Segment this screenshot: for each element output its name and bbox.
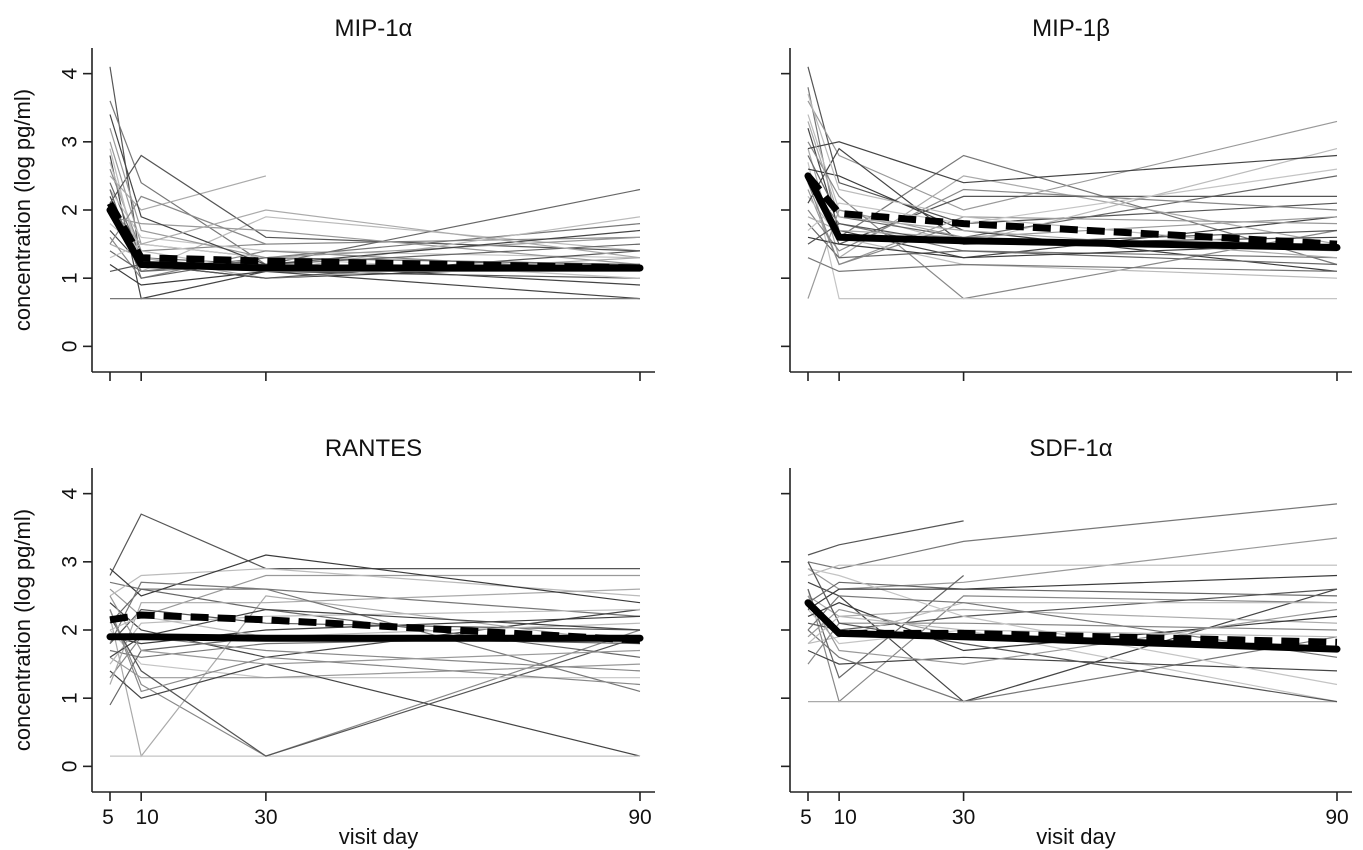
individual-profile-line: [109, 595, 641, 665]
individual-profile-line: [807, 574, 1338, 611]
individual-profile-line: [807, 568, 1338, 686]
individual-profile-line: [109, 615, 641, 638]
individual-profile-line: [807, 520, 964, 556]
individual-profile-line: [807, 100, 1338, 211]
y-tick-label: 1: [59, 692, 82, 704]
x-tick-label: 30: [254, 806, 277, 829]
individual-profile-line: [807, 602, 1337, 645]
dashed-summary-line: [106, 201, 641, 272]
individual-profile-line: [109, 141, 641, 266]
dashed-summary-line: [109, 611, 641, 644]
individual-profile-line: [109, 168, 641, 252]
individual-profile-line: [109, 554, 641, 604]
panel-title: MIP-1β: [1032, 15, 1110, 42]
individual-profile-line: [109, 66, 641, 279]
panel-title: MIP-1α: [335, 15, 413, 42]
individual-profile-line: [807, 595, 1338, 658]
x-axis-label: visit day: [339, 824, 418, 849]
individual-profile-line: [109, 567, 641, 597]
panel-sdf-1-alpha: SDF-1α 5 10 30 90 visit day: [781, 435, 1352, 849]
panel-rantes: RANTES 0 1 2 3 4 5 10 30 90 concentration (log pg/…: [10, 435, 655, 849]
y-axis-label: concentration (log pg/ml): [10, 89, 35, 331]
y-tick-label: 3: [59, 556, 82, 568]
individual-profile-line: [807, 537, 1338, 590]
y-tick-label: 3: [59, 136, 82, 148]
panel-mip-1-alpha: MIP-1α 0 1 2 3 4 concentration (log pg/ml): [10, 15, 655, 381]
individual-profile-line: [807, 236, 1338, 259]
individual-profile-line: [109, 574, 640, 618]
individual-profile-line: [807, 595, 1338, 624]
y-tick-label: 4: [59, 487, 82, 499]
y-tick-label: 4: [59, 67, 82, 79]
individual-profile-line: [807, 649, 1338, 672]
y-axis-label: concentration (log pg/ml): [10, 509, 35, 751]
x-tick-label: 10: [833, 806, 856, 829]
individual-profile-line: [109, 616, 641, 757]
x-axis-label: visit day: [1036, 824, 1115, 849]
individual-profile-line: [807, 503, 1338, 570]
individual-profile-line: [109, 588, 641, 658]
individual-profile-line: [109, 100, 641, 272]
individual-profile-line: [807, 615, 1338, 645]
individual-profile-line: [109, 154, 641, 252]
y-tick-label: 2: [59, 624, 82, 636]
x-tick-label: 10: [135, 806, 158, 829]
y-tick-label: 1: [59, 272, 82, 284]
solid-summary-line: [106, 633, 644, 642]
individual-profile-line: [109, 513, 640, 576]
y-tick-label: 0: [59, 341, 82, 353]
individual-profile-line: [807, 257, 1338, 273]
x-tick-label: 5: [102, 806, 114, 829]
dashed-summary-line: [805, 600, 1338, 646]
x-tick-label: 5: [800, 806, 812, 829]
individual-profile-line: [807, 168, 1338, 231]
individual-profile-line: [807, 141, 1338, 184]
panel-title: SDF-1α: [1029, 435, 1112, 462]
individual-profile-line: [807, 155, 1338, 238]
y-tick-label: 2: [59, 204, 82, 216]
individual-profile-line: [109, 609, 641, 757]
x-tick-label: 30: [952, 806, 975, 829]
individual-profile-line: [807, 564, 1337, 577]
individual-profile-line: [109, 609, 641, 693]
individual-profile-line: [109, 608, 641, 658]
solid-summary-line: [804, 599, 1341, 653]
x-tick-label: 90: [628, 806, 651, 829]
panel-title: RANTES: [325, 435, 422, 462]
panel-mip-1-beta: MIP-1β: [781, 15, 1352, 381]
individual-profile-line: [807, 588, 1338, 703]
solid-summary-line: [804, 172, 1341, 251]
individual-profiles: [807, 503, 1338, 703]
x-tick-label: 90: [1325, 806, 1348, 829]
individual-profiles: [807, 66, 1338, 300]
y-tick-label: 0: [59, 761, 82, 773]
individual-profile-line: [109, 114, 641, 266]
dashed-summary-line: [805, 173, 1338, 248]
individual-profile-line: [109, 663, 641, 757]
